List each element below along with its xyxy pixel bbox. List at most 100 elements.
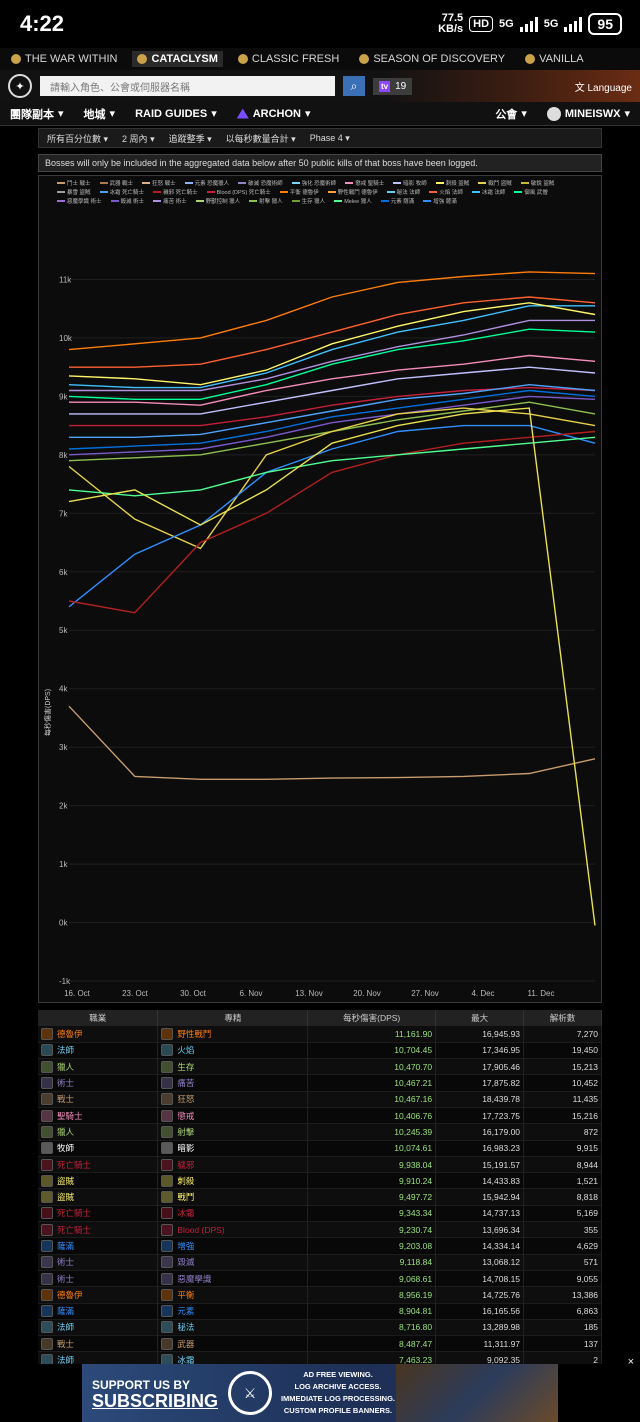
- table-row[interactable]: 術士 毀滅 9,118.84 13,068.12 571: [38, 1254, 602, 1271]
- table-row[interactable]: 戰士 武器 8,487.47 11,311.97 137: [38, 1335, 602, 1352]
- table-row[interactable]: 薩滿 增強 9,203.08 14,334.14 4,629: [38, 1237, 602, 1255]
- table-row[interactable]: 獵人 生存 10,470.70 17,905.46 15,213: [38, 1058, 602, 1075]
- legend-item[interactable]: 秘法 法師: [386, 188, 420, 196]
- series-line[interactable]: [68, 705, 596, 780]
- chart-plot: 11k 10k 9k 8k 7k 6k 5k 4k 3k 2k 1k 0k -1k 16. Oct 23. …: [59, 271, 596, 998]
- legend-item[interactable]: Melee 獵人: [334, 197, 372, 205]
- dps-value: 9,343.34: [399, 1208, 433, 1219]
- filter-timeframe[interactable]: 2 周內 ▾: [122, 133, 155, 144]
- legend-item[interactable]: 元素 薩滿: [380, 197, 414, 205]
- filter-phase[interactable]: Phase 4 ▾: [309, 132, 350, 143]
- version-tab-vanilla[interactable]: VANILLA: [520, 51, 588, 67]
- legend-item[interactable]: 暴雪 盜賊: [57, 188, 91, 196]
- legend-item[interactable]: 狂怒 戰士: [142, 179, 176, 187]
- legend-item[interactable]: 元素 恐魔獵人: [184, 179, 229, 187]
- nav-archon[interactable]: ARCHON ▾: [236, 107, 311, 120]
- series-line[interactable]: [69, 354, 596, 406]
- series-line[interactable]: [69, 386, 596, 427]
- table-row[interactable]: 戰士 狂怒 10,467.16 18,439.78 11,435: [38, 1091, 602, 1108]
- table-row[interactable]: 薩滿 元素 8,904.81 16,165.56 6,863: [38, 1303, 602, 1320]
- legend-item[interactable]: 強化 恐魔術師: [291, 179, 336, 187]
- legend-swatch: [327, 191, 336, 193]
- legend-item[interactable]: 御風 武僧: [514, 188, 548, 196]
- subscribe-ad-banner[interactable]: SUPPORT US BY SUBSCRIBING ⚔ AD FREE VIEW…: [0, 1356, 640, 1422]
- col-max[interactable]: 最大: [435, 1010, 525, 1026]
- filter-aggregate[interactable]: 以每秒數量合計 ▾: [225, 133, 296, 144]
- legend-item[interactable]: 平衡 德魯伊: [279, 188, 319, 196]
- col-spec[interactable]: 專精: [157, 1010, 309, 1026]
- legend-item[interactable]: 武器 戰士: [99, 179, 133, 187]
- table-row[interactable]: 盜賊 刺殺 9,910.24 14,433.83 1,521: [38, 1172, 602, 1189]
- nav-user-menu[interactable]: MINEISWX ▾: [546, 106, 630, 121]
- table-row[interactable]: 牧師 暗影 10,074.61 16,983.23 9,915: [38, 1140, 602, 1157]
- col-class[interactable]: 職業: [38, 1010, 159, 1026]
- series-line[interactable]: [69, 319, 595, 392]
- legend-item[interactable]: 鬥士 戰士: [57, 179, 91, 187]
- twitch-button[interactable]: tv 19: [373, 77, 413, 95]
- search-icon[interactable]: ⌕: [343, 76, 365, 96]
- table-row[interactable]: 盜賊 戰鬥 9,497.72 15,942.94 8,818: [38, 1188, 602, 1206]
- legend-item[interactable]: 射擊 獵人: [249, 197, 283, 205]
- table-row[interactable]: 術士 惡魔學識 9,068.61 14,708.15 9,055: [38, 1270, 602, 1287]
- filter-season[interactable]: 追蹤整季 ▾: [168, 133, 212, 144]
- table-row[interactable]: 法師 秘法 8,716.80 13,289.98 185: [38, 1319, 602, 1336]
- table-row[interactable]: 死亡騎士 穢邪 9,938.04 15,191.57 8,944: [38, 1156, 602, 1173]
- table-row[interactable]: 法師 火焰 10,704.45 17,346.95 19,450: [38, 1042, 602, 1059]
- close-icon[interactable]: ×: [627, 1356, 634, 1368]
- legend-item[interactable]: 破滅 恐魔術師: [238, 179, 283, 187]
- legend-item[interactable]: 敏銳 盜賊: [520, 179, 554, 187]
- table-row[interactable]: 德魯伊 野性戰鬥 11,161.90 16,945.93 7,270: [38, 1026, 602, 1043]
- table-row[interactable]: 德魯伊 平衡 8,956.19 14,725.76 13,386: [38, 1286, 602, 1304]
- series-line[interactable]: [68, 305, 595, 389]
- legend-item[interactable]: 冰霜 死亡騎士: [99, 188, 144, 196]
- series-line[interactable]: [68, 389, 596, 450]
- series-line[interactable]: [69, 366, 596, 415]
- table-row[interactable]: 聖騎士 懲戒 10,406.76 17,723.75 15,216: [38, 1107, 602, 1124]
- class-icon: [41, 1288, 53, 1301]
- filter-percentile[interactable]: 所有百分位數 ▾: [47, 133, 109, 144]
- series-line[interactable]: [68, 424, 596, 608]
- version-tab-cataclysm[interactable]: CATACLYSM: [132, 51, 223, 67]
- series-line[interactable]: [68, 407, 596, 550]
- legend-item[interactable]: 火焰 法師: [429, 188, 463, 196]
- legend-item[interactable]: 痛苦 術士: [153, 197, 187, 205]
- legend-item[interactable]: 毀滅 術士: [110, 197, 144, 205]
- table-row[interactable]: 死亡騎士 冰霜 9,343.34 14,737.13 5,169: [38, 1205, 602, 1222]
- nav-zones[interactable]: 地城 ▾: [83, 108, 116, 121]
- table-row[interactable]: 術士 痛苦 10,467.21 17,875.82 10,452: [38, 1074, 602, 1092]
- legend-item[interactable]: 穢邪 死亡騎士: [153, 188, 198, 196]
- series-line[interactable]: [68, 302, 596, 386]
- series-line[interactable]: [68, 328, 596, 400]
- nav-raid-guides[interactable]: RAID GUIDES ▾: [135, 107, 217, 121]
- legend-item[interactable]: 暗影 牧師: [393, 179, 427, 187]
- series-line[interactable]: [69, 383, 596, 438]
- legend-item[interactable]: 野性戰鬥 德魯伊: [327, 188, 378, 196]
- table-row[interactable]: 死亡騎士 Blood (DPS) 9,230.74 13,696.34 355: [38, 1221, 602, 1238]
- legend-item[interactable]: 野獸控制 獵人: [195, 197, 240, 205]
- legend-item[interactable]: 冰霜 法師: [471, 188, 505, 196]
- version-tab-classic-fresh[interactable]: CLASSIC FRESH: [233, 51, 344, 67]
- series-line[interactable]: [68, 430, 596, 614]
- col-dps[interactable]: 每秒傷害(DPS): [307, 1010, 437, 1026]
- site-logo-icon[interactable]: ✦: [8, 74, 32, 98]
- legend-item[interactable]: 生存 獵人: [291, 197, 325, 205]
- series-line[interactable]: [68, 395, 596, 456]
- nav-raids[interactable]: 團隊副本 ▾: [10, 108, 64, 121]
- series-line[interactable]: [68, 407, 596, 926]
- series-line[interactable]: [68, 436, 596, 497]
- version-tab-season-of-discovery[interactable]: SEASON OF DISCOVERY: [354, 51, 510, 67]
- nav-guilds[interactable]: 公會 ▾: [495, 108, 527, 121]
- series-line[interactable]: [68, 271, 596, 351]
- series-line[interactable]: [69, 296, 596, 368]
- version-tab-war-within[interactable]: THE WAR WITHIN: [6, 51, 122, 67]
- legend-item[interactable]: 惡魔學識 術士: [57, 197, 102, 205]
- col-parses[interactable]: 解析數: [523, 1010, 602, 1026]
- legend-item[interactable]: Blood (DPS) 死亡騎士: [206, 188, 271, 196]
- legend-item[interactable]: 刺殺 盜賊: [435, 179, 469, 187]
- legend-item[interactable]: 戰鬥 盜賊: [478, 179, 512, 187]
- table-row[interactable]: 獵人 射擊 10,245.39 16,179.00 872: [38, 1123, 602, 1141]
- language-selector[interactable]: 文 Language: [574, 82, 632, 94]
- legend-item[interactable]: 懲戒 聖騎士: [345, 179, 384, 187]
- search-input[interactable]: 請輸入角色、公會或伺服器名稱: [40, 76, 335, 96]
- legend-item[interactable]: 增強 薩滿: [423, 197, 457, 205]
